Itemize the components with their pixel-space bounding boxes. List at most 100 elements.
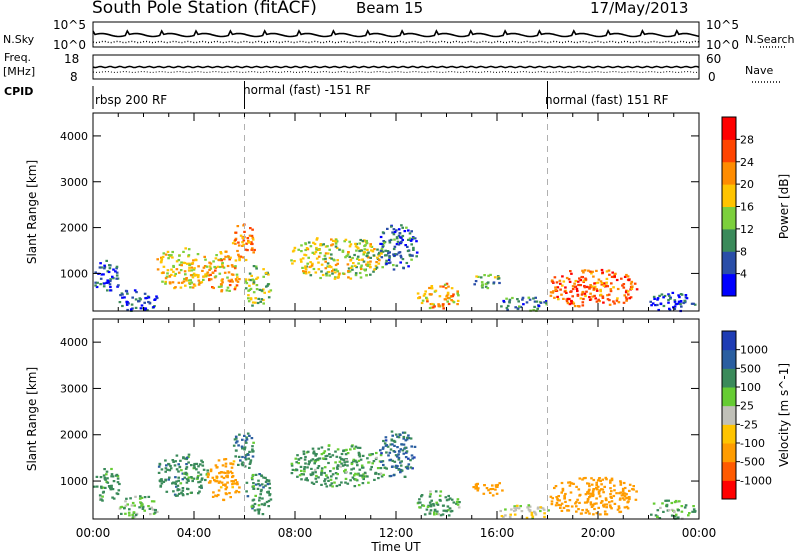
power-echo-cell [652,295,656,298]
power-echo-cell [192,268,196,271]
velocity-echo-cell [220,475,224,478]
velocity-echo-cell [266,483,270,486]
velocity-echo-cell [379,449,382,452]
power-echo-cell [568,297,571,301]
velocity-echo-cell [561,487,565,490]
velocity-echo-cell [123,507,126,510]
velocity-echo-cell [411,467,414,470]
velocity-echo-cell [143,509,146,512]
power-echo-cell [549,291,553,294]
x-tick-label: 16:00 [480,526,515,540]
velocity-echo-cell [248,434,251,437]
velocity-echo-cell [619,483,623,486]
power-echo-region [649,291,697,313]
velocity-echo-cell [110,484,113,487]
velocity-echo-cell [504,514,507,517]
velocity-echo-cell [595,486,598,489]
power-echo-cell [242,224,245,227]
power-echo-cell [126,308,129,312]
power-echo-cell [291,250,295,253]
power-echo-cell [135,291,138,294]
velocity-echo-cell [355,461,359,464]
velocity-echo-cell [215,475,218,478]
power-echo-cell [358,242,361,245]
power-echo-cell [422,294,426,297]
power-echo-cell [349,277,353,280]
power-echo-cell [377,262,381,265]
velocity-echo-cell [556,497,559,500]
velocity-colorbar-segment [722,424,736,444]
power-echo-cell [347,270,350,273]
velocity-echo-cell [344,477,348,480]
velocity-echo-cell [474,483,478,486]
velocity-echo-cell [164,467,168,470]
power-echo-cell [589,292,592,295]
velocity-echo-cell [181,493,184,496]
power-echo-cell [582,297,585,301]
velocity-echo-cell [200,478,204,481]
velocity-echo-cell [117,489,121,492]
power-echo-cell [186,262,189,265]
velocity-echo-cell [377,477,380,480]
velocity-echo-cell [115,473,119,476]
velocity-echo-cell [692,508,696,511]
freq-label: Freq. [4,51,32,64]
velocity-echo-cell [586,492,589,495]
power-echo-cell [177,281,181,284]
velocity-echo-cell [100,485,103,488]
power-echo-cell [230,264,234,267]
velocity-echo-cell [409,459,412,462]
power-echo-cell [252,282,255,285]
velocity-echo-cell [428,501,432,504]
velocity-echo-cell [237,463,240,466]
velocity-echo-cell [634,498,638,501]
velocity-echo-cell [126,503,129,506]
velocity-echo-cell [382,473,385,476]
velocity-echo-cell [676,509,680,512]
power-echo-cell [474,280,478,283]
power-echo-cell [545,301,548,304]
power-echo-cell [367,251,370,254]
power-echo-cell [184,247,187,250]
power-echo-cell [236,249,239,253]
power-echo-cell [192,272,196,275]
power-echo-cell [262,298,265,302]
power-echo-cell [109,285,112,289]
velocity-echo-cell [457,506,461,509]
velocity-echo-cell [244,439,247,442]
velocity-echo-cell [334,472,338,475]
noise-left-bottom: 10^0 [53,38,86,52]
noise-right-bottom: 10^0 [706,38,739,52]
velocity-colorbar-segment [722,480,736,500]
power-echo-cell [114,270,117,273]
power-echo-cell [234,265,237,268]
power-echo-cell [656,298,659,301]
power-echo-cell [196,253,200,256]
power-echo-cell [313,242,317,246]
velocity-echo-cell [602,505,606,508]
velocity-echo-cell [193,462,196,466]
power-echo-cell [256,301,260,305]
velocity-echo-cell [654,514,658,517]
velocity-echo-cell [407,457,410,460]
power-echo-cell [234,237,238,240]
velocity-echo-cell [324,455,328,458]
velocity-echo-cell [428,512,432,515]
velocity-echo-cell [98,494,102,497]
power-echo-cell [103,282,106,285]
velocity-echo-cell [361,466,364,469]
velocity-echo-cell [229,462,233,465]
power-echo-cell [262,302,265,305]
velocity-echo-cell [358,446,362,449]
velocity-echo-cell [587,482,591,485]
velocity-echo-cell [499,509,502,513]
velocity-echo-cell [106,481,110,484]
velocity-echo-cell [399,471,402,474]
power-echo-cell [629,282,633,285]
power-echo-cell [179,286,183,289]
power-echo-cell [197,279,201,282]
power-echo-cell [668,294,671,297]
power-echo-cell [219,251,222,254]
velocity-echo-cell [181,478,185,481]
power-echo-cell [354,274,358,277]
